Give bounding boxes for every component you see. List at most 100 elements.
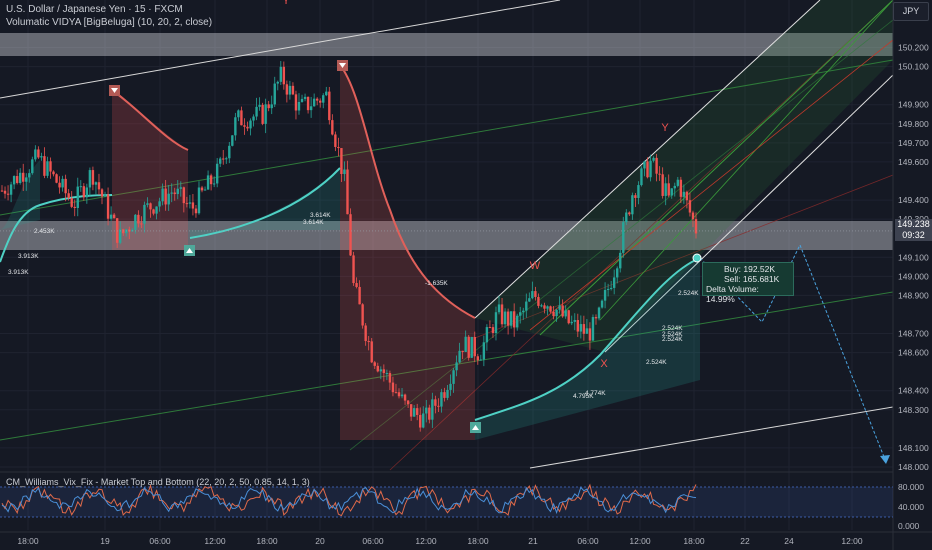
candle-body bbox=[631, 195, 634, 215]
candle-body bbox=[225, 158, 228, 160]
candle-body bbox=[515, 315, 519, 328]
candle-body bbox=[485, 327, 489, 343]
candle-body bbox=[343, 169, 346, 175]
candle-body bbox=[364, 325, 367, 342]
osc-tick-label: 40.000 bbox=[898, 502, 924, 512]
candle-body bbox=[540, 305, 543, 307]
candle-body bbox=[382, 369, 386, 374]
candle-body bbox=[606, 288, 610, 291]
candle-body bbox=[679, 179, 683, 197]
candle-body bbox=[28, 173, 31, 178]
time-axis-ticks: 18:00 19 06:00 12:00 18:00 20 06:00 12:00 18:00 2… bbox=[17, 536, 863, 546]
candle-body bbox=[509, 311, 513, 326]
volume-label: 3.913K bbox=[18, 253, 39, 260]
candle-body bbox=[452, 370, 455, 384]
candle-body bbox=[573, 320, 576, 322]
candle-body bbox=[658, 173, 661, 175]
candle-body bbox=[285, 84, 289, 95]
signal-markers bbox=[109, 60, 702, 433]
time-tick-label: 21 bbox=[528, 536, 538, 546]
time-tick-label: 20 bbox=[315, 536, 325, 546]
candle-body bbox=[0, 190, 4, 192]
candle-body bbox=[537, 296, 540, 306]
candle-body bbox=[94, 182, 98, 185]
candle-body bbox=[482, 342, 486, 360]
candle-body bbox=[128, 229, 131, 232]
osc-line-fast bbox=[1, 483, 697, 517]
candle-body bbox=[25, 177, 28, 182]
candle-body bbox=[688, 200, 692, 213]
pitchfork bbox=[474, 0, 894, 353]
volume-label: 4.774K bbox=[585, 390, 606, 397]
candle-body bbox=[570, 321, 573, 324]
candle-body bbox=[134, 214, 137, 230]
volume-info-box: Buy: 192.52K Sell: 165.681K Delta Volume… bbox=[702, 262, 794, 304]
candle-body bbox=[309, 106, 313, 111]
candle-body bbox=[122, 229, 125, 234]
time-tick-label: 12:00 bbox=[415, 536, 437, 546]
candle-body bbox=[334, 134, 337, 147]
candle-body bbox=[388, 373, 392, 383]
candle-body bbox=[376, 365, 379, 372]
candle-body bbox=[676, 179, 680, 186]
current-price-tag: 149.238 09:32 bbox=[895, 219, 932, 241]
candle-body bbox=[419, 414, 422, 428]
candle-body bbox=[628, 212, 631, 215]
candle-body bbox=[634, 195, 637, 198]
candle-body bbox=[643, 161, 646, 169]
candle-body bbox=[176, 188, 179, 195]
candle-body bbox=[340, 148, 343, 175]
candle-body bbox=[300, 98, 304, 102]
candle-body bbox=[185, 203, 189, 205]
candle-body bbox=[603, 290, 607, 301]
candle-body bbox=[228, 145, 231, 159]
candle-body bbox=[479, 359, 483, 361]
price-tick-label: 148.300 bbox=[898, 405, 929, 415]
candle-body bbox=[143, 204, 146, 224]
candle-body bbox=[70, 198, 73, 207]
candle-body bbox=[279, 66, 283, 82]
price-axis[interactable] bbox=[893, 0, 932, 530]
candle-body bbox=[558, 305, 561, 310]
volume-label: 4.795K bbox=[573, 393, 594, 400]
candle-body bbox=[625, 212, 628, 223]
price-tick-label: 148.900 bbox=[898, 290, 929, 300]
candle-body bbox=[522, 310, 525, 313]
candle-body bbox=[322, 95, 325, 103]
candle-body bbox=[303, 96, 307, 99]
candle-body bbox=[140, 223, 143, 225]
candle-body bbox=[288, 85, 292, 95]
candle-body bbox=[49, 161, 52, 172]
price-tick-label: 148.600 bbox=[898, 348, 929, 358]
candle-body bbox=[428, 407, 431, 420]
projection-arrow-icon bbox=[880, 455, 890, 464]
candle-body bbox=[115, 218, 119, 243]
currency-button[interactable]: JPY bbox=[893, 2, 929, 21]
price-tick-label: 148.100 bbox=[898, 443, 929, 453]
candle-body bbox=[403, 394, 407, 401]
pattern-label: X bbox=[600, 358, 608, 370]
candle-body bbox=[106, 194, 110, 219]
osc-tick-label: 80.000 bbox=[898, 482, 924, 492]
candle-body bbox=[694, 219, 698, 234]
delta-volume: Delta Volume: 14.99% bbox=[706, 284, 759, 304]
candle-body bbox=[258, 104, 261, 107]
candle-body bbox=[79, 186, 82, 188]
candle-body bbox=[637, 185, 640, 198]
time-tick-label: 18:00 bbox=[683, 536, 705, 546]
candle-body bbox=[506, 311, 510, 326]
candle-body bbox=[188, 202, 192, 204]
candle-body bbox=[646, 161, 649, 178]
candle-body bbox=[331, 120, 334, 135]
candle-body bbox=[76, 186, 79, 209]
candle-body bbox=[146, 203, 149, 205]
time-tick-label: 22 bbox=[740, 536, 750, 546]
oscillator-band bbox=[0, 487, 893, 517]
candles bbox=[0, 61, 893, 432]
price-tick-label: 149.900 bbox=[898, 100, 929, 110]
candle-body bbox=[346, 169, 349, 215]
candle-body bbox=[434, 399, 437, 406]
candle-body bbox=[682, 191, 686, 197]
candle-body bbox=[182, 187, 186, 204]
